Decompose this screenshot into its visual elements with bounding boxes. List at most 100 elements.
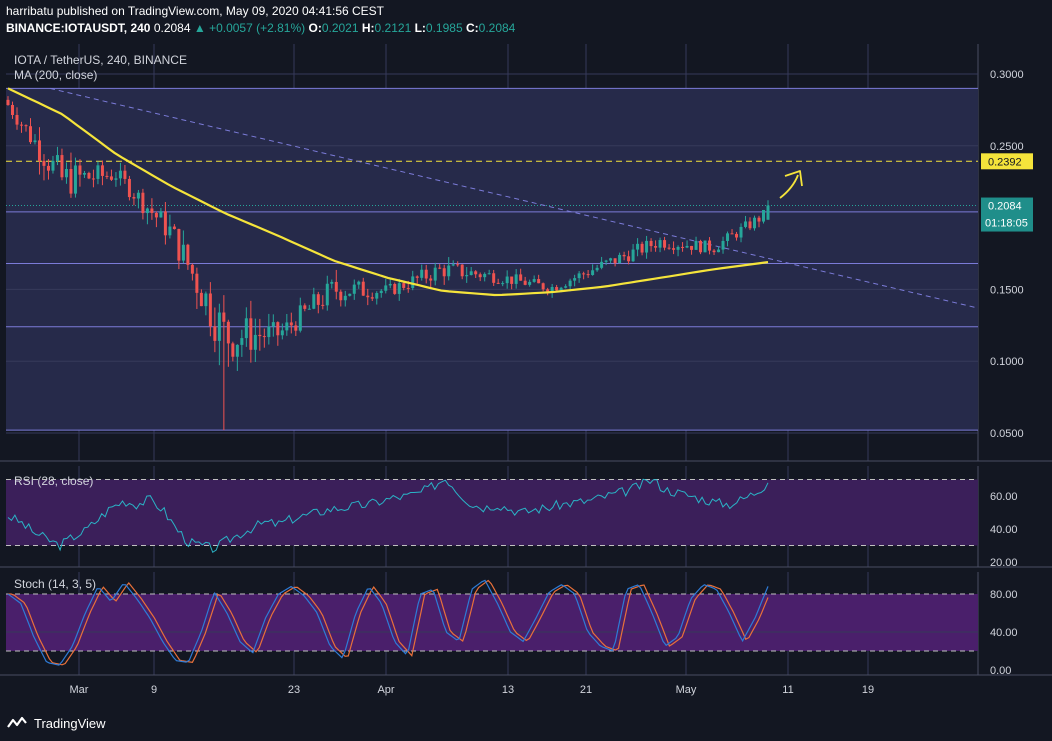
resistance-price-tag-label: 0.2392: [988, 156, 1022, 168]
candle-body: [28, 126, 32, 143]
candle-body: [69, 168, 73, 194]
candle-body: [492, 273, 496, 283]
candle-body: [577, 273, 581, 279]
candle-body: [316, 294, 320, 305]
candle-body: [591, 270, 595, 275]
candle-body: [15, 114, 19, 125]
footer[interactable]: TradingView: [6, 713, 106, 733]
candle-body: [24, 125, 28, 127]
candle-body: [609, 258, 613, 261]
candle-body: [280, 330, 284, 336]
candle-body: [181, 244, 185, 261]
time-tick-label: 9: [151, 684, 157, 696]
candle-body: [523, 280, 527, 285]
candle-body: [532, 279, 536, 282]
stoch-tick-label: 80.00: [990, 589, 1018, 601]
stoch-d-line: [8, 579, 769, 666]
candle-body: [168, 226, 172, 236]
time-tick-label: 19: [862, 684, 874, 696]
candle-body: [564, 286, 568, 288]
candle-body: [717, 249, 721, 253]
candle-body: [537, 279, 541, 284]
candle-body: [411, 276, 415, 289]
last-price: 0.2084: [153, 21, 191, 35]
time-tick-label: Apr: [377, 684, 394, 696]
chart-header: harribatu published on TradingView.com, …: [6, 3, 1046, 39]
candle-body: [658, 240, 662, 248]
candle-body: [159, 211, 163, 218]
candle-body: [244, 318, 248, 339]
candle-body: [622, 254, 626, 257]
candle-body: [55, 155, 59, 161]
candle-body: [631, 249, 635, 262]
candle-body: [447, 265, 451, 277]
candle-body: [559, 287, 563, 291]
candle-body: [667, 247, 671, 249]
candle-body: [87, 172, 91, 179]
price-pane[interactable]: 0.3000 0.2500 0.1500 0.1000 0.0500: [0, 44, 1052, 462]
current-price-tag-label: 0.2084: [988, 201, 1022, 213]
rsi-pane[interactable]: 60.00 40.00 20.00: [0, 466, 1052, 569]
candle-body: [33, 140, 37, 143]
candle-body: [105, 175, 109, 177]
candle-body: [258, 334, 262, 337]
candle-body: [127, 178, 131, 198]
candle-body: [303, 305, 307, 309]
candle-body: [505, 276, 509, 284]
candle-body: [393, 283, 397, 294]
tradingview-brand[interactable]: TradingView: [34, 715, 106, 731]
chart-canvas[interactable]: 0.3000 0.2500 0.1500 0.1000 0.0500 60.00 40.0…: [0, 40, 1052, 710]
time-tick-label: Mar: [70, 684, 89, 696]
candle-body: [190, 264, 194, 274]
candle-body: [330, 281, 334, 284]
candle-body: [267, 326, 271, 338]
candle-body: [415, 276, 419, 278]
candle-body: [307, 308, 311, 310]
candle-body: [100, 165, 104, 176]
candle-body: [213, 326, 217, 341]
candle-body: [681, 246, 685, 248]
candle-body: [285, 322, 289, 331]
candle-body: [6, 99, 10, 106]
symbol-title: IOTA / TetherUS, 240, BINANCE: [14, 53, 187, 67]
candle-body: [703, 240, 707, 253]
candle-body: [91, 178, 95, 180]
bar-countdown-label: 01:18:05: [985, 218, 1028, 230]
candle-body: [424, 269, 428, 279]
candle-body: [64, 168, 68, 178]
stoch-pane[interactable]: 80.00 40.00 0.00: [0, 572, 1052, 677]
annotations: 0.2392 0.2084 01:18:05: [779, 153, 1033, 232]
candle-body: [231, 343, 235, 357]
candle-body: [726, 233, 730, 241]
stoch-tick-label: 40.00: [990, 627, 1018, 639]
candle-body: [249, 318, 253, 350]
candle-body: [325, 283, 329, 306]
candle-body: [406, 287, 410, 289]
candle-body: [366, 295, 370, 298]
candle-body: [60, 155, 64, 178]
candle-body: [694, 240, 698, 250]
candle-body: [334, 281, 338, 292]
candle-body: [645, 240, 649, 253]
candle-body: [114, 178, 118, 180]
price-tick-label: 0.3000: [990, 69, 1024, 81]
candle-body: [343, 295, 347, 301]
candle-body: [604, 260, 608, 262]
rsi-line: [7, 478, 769, 554]
rsi-tick-label: 20.00: [990, 557, 1018, 569]
candle-body: [361, 281, 365, 296]
candle-body: [735, 233, 739, 238]
candle-body: [388, 283, 392, 286]
open-value: 0.2021: [321, 21, 359, 35]
tradingview-logo-icon: [7, 716, 27, 728]
candle-body: [640, 243, 644, 253]
candle-body: [519, 274, 523, 281]
price-pane-legend: IOTA / TetherUS, 240, BINANCE MA (200, c…: [14, 53, 187, 83]
candle-body: [154, 212, 158, 218]
time-axis[interactable]: Mar 9 23 Apr 13 21 May 11 19: [70, 684, 875, 696]
candle-body: [568, 280, 572, 287]
candle-body: [375, 293, 379, 299]
candle-body: [397, 283, 401, 294]
candle-body: [289, 322, 293, 326]
candle-body: [487, 273, 491, 275]
